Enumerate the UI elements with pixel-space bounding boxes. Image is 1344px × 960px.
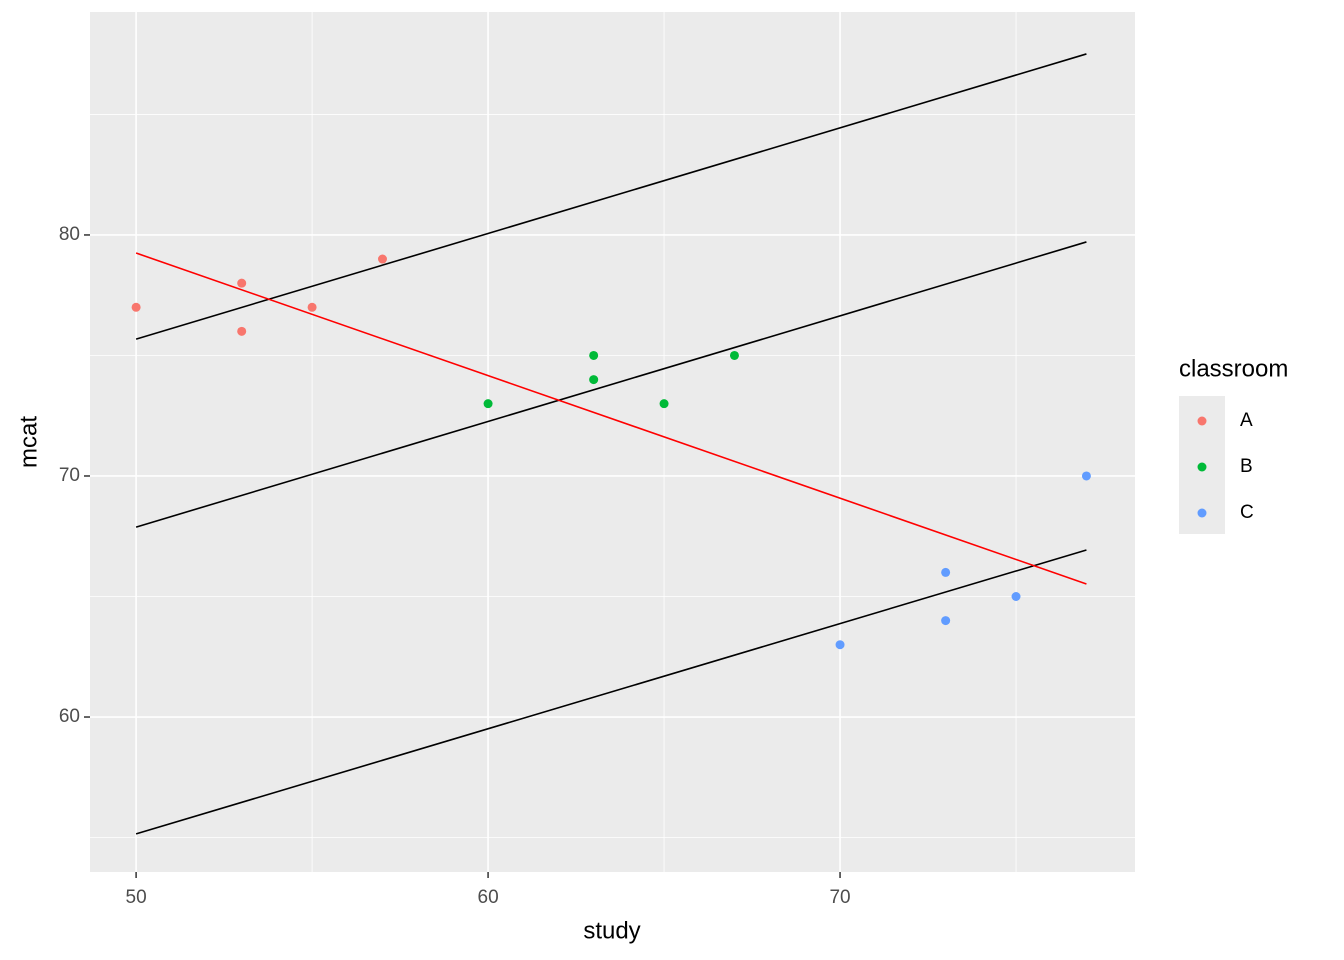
point xyxy=(237,278,247,288)
point xyxy=(941,616,951,626)
y-tick-label: 60 xyxy=(59,706,80,727)
fit-line xyxy=(135,241,1087,528)
panel xyxy=(90,12,1135,872)
legend-label: B xyxy=(1240,456,1253,477)
point xyxy=(377,254,387,264)
legend-label: C xyxy=(1240,502,1254,523)
point xyxy=(307,302,317,312)
legend-key xyxy=(1197,462,1207,472)
legend-key xyxy=(1197,508,1207,518)
point xyxy=(131,302,141,312)
y-tick-label: 70 xyxy=(59,465,80,486)
legend-key xyxy=(1197,416,1207,426)
y-tick-label: 80 xyxy=(59,224,80,245)
point xyxy=(835,640,845,650)
x-tick-label: 60 xyxy=(478,887,499,908)
x-axis-label: study xyxy=(583,917,640,944)
point xyxy=(1081,471,1091,481)
point xyxy=(237,326,247,336)
x-tick-label: 50 xyxy=(126,887,147,908)
point xyxy=(729,350,739,360)
y-axis-label: mcat xyxy=(15,416,42,468)
x-tick-label: 70 xyxy=(829,887,850,908)
point xyxy=(941,567,951,577)
fit-line xyxy=(135,53,1087,340)
fit-line xyxy=(135,252,1087,585)
point xyxy=(659,399,669,409)
legend-title: classroom xyxy=(1179,355,1288,382)
point xyxy=(589,350,599,360)
legend-label: A xyxy=(1240,410,1253,431)
point xyxy=(589,375,599,385)
point xyxy=(483,399,493,409)
point xyxy=(1011,592,1021,602)
fit-line xyxy=(135,549,1087,835)
